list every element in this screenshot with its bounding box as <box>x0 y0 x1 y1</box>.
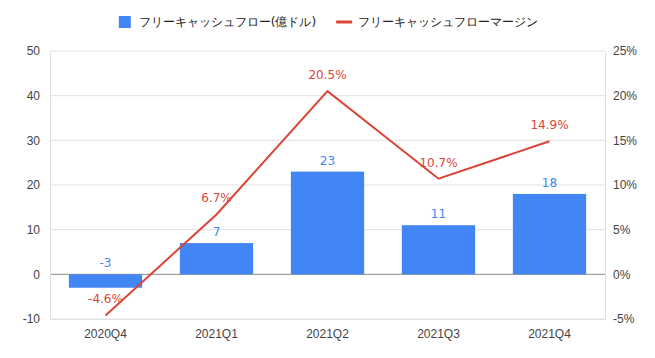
grid-line <box>50 140 605 141</box>
bar <box>69 274 142 287</box>
y2-tick: 10% <box>605 178 637 192</box>
x-tick-label: 2021Q2 <box>306 327 349 341</box>
y-tick: 40 <box>27 89 50 103</box>
x-tick-label: 2020Q4 <box>84 327 127 341</box>
y2-tick: 0% <box>605 268 631 282</box>
x-axis-line <box>51 319 606 320</box>
y2-tick: 5% <box>605 223 631 237</box>
grid-line <box>50 51 605 52</box>
legend-swatch <box>336 21 352 24</box>
y2-tick: -5% <box>605 312 635 326</box>
y-tick-label: 40 <box>27 89 41 103</box>
y-tick-label: 10 <box>27 223 41 237</box>
x-tick: 2021Q3 <box>417 319 460 341</box>
x-tick-label: 2021Q3 <box>417 327 460 341</box>
bar <box>513 194 586 274</box>
x-tick: 2021Q2 <box>306 319 349 341</box>
y2-tick-label: 10% <box>613 178 637 192</box>
bar-label: 7 <box>213 225 221 239</box>
y2-tick-label: 15% <box>613 134 637 148</box>
bar <box>291 172 364 275</box>
y-tick-label: 20 <box>27 178 41 192</box>
legend: フリーキャッシュフロー(億ドル) フリーキャッシュフローマージン <box>119 15 538 29</box>
y2-tick-label: 5% <box>613 223 631 237</box>
plot: -1001020304050-5%0%5%10%15%20%25%2020Q42… <box>23 44 638 340</box>
bar-label: 18 <box>542 176 557 190</box>
y2-tick-label: 20% <box>613 89 637 103</box>
line-label: 14.9% <box>530 118 568 132</box>
y2-tick-label: -5% <box>613 312 635 326</box>
y2-axis-line <box>605 52 606 320</box>
bar <box>180 243 253 274</box>
y-tick: 10 <box>27 223 50 237</box>
y2-tick-label: 0% <box>613 268 631 282</box>
x-axis: 2020Q4 2021Q1 2021Q2 2021Q3 2021Q4 <box>51 319 606 341</box>
chart: -1001020304050-5%0%5%10%15%20%25%2020Q42… <box>0 0 655 358</box>
y2-tick: 20% <box>605 89 637 103</box>
legend-item: フリーキャッシュフロー(億ドル) <box>119 15 316 29</box>
line-label: 20.5% <box>308 68 346 82</box>
marks <box>69 91 586 315</box>
y2-tick: 15% <box>605 134 637 148</box>
y-tick-label: -10 <box>23 312 41 326</box>
bar-label: 23 <box>320 154 335 168</box>
y2-axis: -5% 0% 5% 10% 15% 20% 25% <box>605 44 637 326</box>
x-tick-label: 2021Q1 <box>195 327 238 341</box>
y-tick: 30 <box>27 134 50 148</box>
grid-line <box>50 319 605 320</box>
y2-tick: 25% <box>605 44 637 58</box>
grid-line <box>50 95 605 96</box>
y-tick-label: 30 <box>27 134 41 148</box>
grid <box>50 51 605 319</box>
legend-label: フリーキャッシュフローマージン <box>358 15 538 29</box>
y-axis: -10 0 10 20 30 40 50 <box>23 44 51 326</box>
x-tick: 2021Q4 <box>528 319 571 341</box>
line-label: -4.6% <box>88 292 123 306</box>
line-label: 10.7% <box>419 156 457 170</box>
x-tick: 2021Q1 <box>195 319 238 341</box>
bar <box>402 225 475 274</box>
y-tick: -10 <box>23 312 50 326</box>
y-tick: 0 <box>33 268 50 282</box>
line-label: 6.7% <box>201 191 232 205</box>
data-labels: -3 7 23 11 18 -4.6% 6.7% 20.5% 10.7% 14.9% <box>88 68 568 306</box>
legend-label: フリーキャッシュフロー(億ドル) <box>139 15 316 29</box>
bar-series <box>69 172 586 288</box>
x-tick-label: 2021Q4 <box>528 327 571 341</box>
legend-item: フリーキャッシュフローマージン <box>336 15 538 29</box>
y2-tick-label: 25% <box>613 44 637 58</box>
y-tick-label: 0 <box>33 268 40 282</box>
bar-label: 11 <box>431 207 446 221</box>
legend-swatch <box>119 16 131 28</box>
x-tick: 2020Q4 <box>84 319 127 341</box>
y-axis-line <box>50 52 51 320</box>
line <box>106 91 550 315</box>
y-tick: 50 <box>27 44 50 58</box>
y-tick: 20 <box>27 178 50 192</box>
bar-label: -3 <box>100 256 112 270</box>
y-tick-label: 50 <box>27 44 41 58</box>
